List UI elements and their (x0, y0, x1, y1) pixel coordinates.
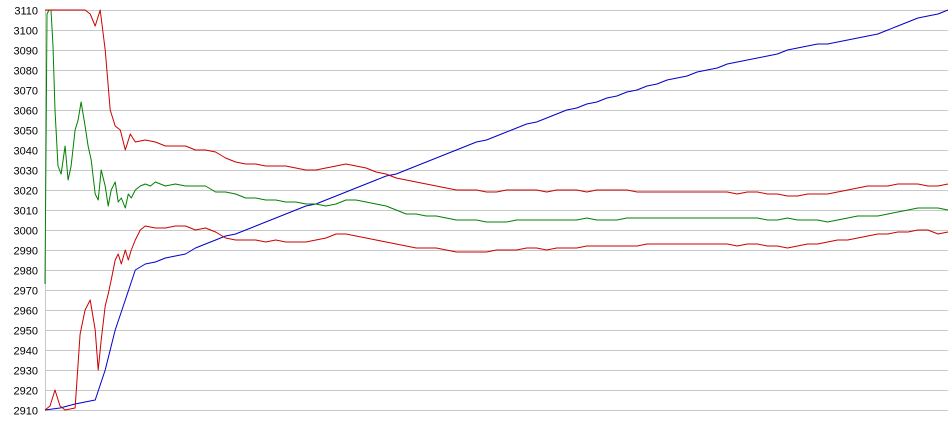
y-tick-label-2950: 2950 (14, 326, 38, 338)
y-tick-label-2940: 2940 (14, 346, 38, 358)
y-tick-label-3040: 3040 (14, 146, 38, 158)
y-tick-label-2970: 2970 (14, 286, 38, 298)
y-tick-label-3100: 3100 (14, 26, 38, 38)
y-tick-label-3010: 3010 (14, 206, 38, 218)
y-tick-label-2920: 2920 (14, 386, 38, 398)
y-tick-label-3060: 3060 (14, 106, 38, 118)
y-tick-label-2960: 2960 (14, 306, 38, 318)
y-tick-label-3110: 3110 (14, 6, 38, 18)
y-tick-label-2990: 2990 (14, 246, 38, 258)
y-tick-label-2980: 2980 (14, 266, 38, 278)
series-lines (44, 9, 949, 411)
y-tick-label-2930: 2930 (14, 366, 38, 378)
series-line-1 (44, 9, 949, 411)
y-tick-label-3050: 3050 (14, 126, 38, 138)
series-line-3 (45, 9, 949, 197)
y-tick-label-3090: 3090 (14, 46, 38, 58)
y-tick-label-2910: 2910 (14, 406, 38, 418)
grid-lines (45, 10, 948, 411)
series-line-2 (44, 9, 949, 285)
y-tick-label-3020: 3020 (14, 186, 38, 198)
series-line-4 (44, 225, 949, 411)
y-tick-label-3000: 3000 (14, 226, 38, 238)
y-tick-label-3080: 3080 (14, 66, 38, 78)
y-tick-label-3070: 3070 (14, 86, 38, 98)
y-axis-tick-labels: 3110 3100 3090 3080 3070 3060 3050 3040 3030 3020… (14, 6, 38, 418)
y-tick-label-3030: 3030 (14, 166, 38, 178)
